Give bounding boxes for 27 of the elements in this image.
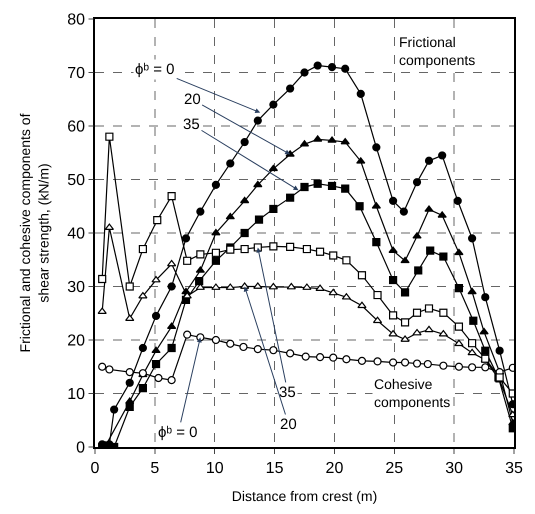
y-tick-label: 40 xyxy=(67,226,86,243)
x-tick-label: 10 xyxy=(206,460,224,477)
x-tick-label: 30 xyxy=(445,460,464,477)
y-tick-label: 60 xyxy=(67,118,86,136)
x-tick-label: 5 xyxy=(150,460,160,477)
annotation: ϕᵇ = 0 xyxy=(135,61,174,78)
x-tick-label: 0 xyxy=(90,460,100,477)
x-axis-title: Distance from crest (m) xyxy=(232,488,378,504)
y-tick-label: 30 xyxy=(67,279,86,296)
annotation: 20 xyxy=(184,91,201,108)
annotation: 35 xyxy=(183,116,200,133)
y-axis-title: Frictional and cohesive components of shear strength, (kN/m) xyxy=(17,113,52,352)
annotation: 20 xyxy=(280,416,297,433)
x-tick-label: 15 xyxy=(266,460,284,477)
y-tick-label: 80 xyxy=(67,12,86,29)
annotation: ϕᵇ = 0 xyxy=(158,424,198,441)
x-tick-label: 35 xyxy=(505,460,523,477)
x-tick-label: 20 xyxy=(326,460,344,477)
y-tick-label: 50 xyxy=(67,172,86,190)
x-tick-label: 25 xyxy=(385,460,404,477)
annotation: 35 xyxy=(279,384,296,401)
y-tick-label: 20 xyxy=(67,332,86,350)
annotation: Frictional components xyxy=(399,34,476,68)
annotation: Cohesive components xyxy=(374,376,450,410)
y-tick-label: 10 xyxy=(67,386,86,404)
y-tick-label: 70 xyxy=(67,65,86,82)
y-tick-label: 0 xyxy=(76,440,86,457)
